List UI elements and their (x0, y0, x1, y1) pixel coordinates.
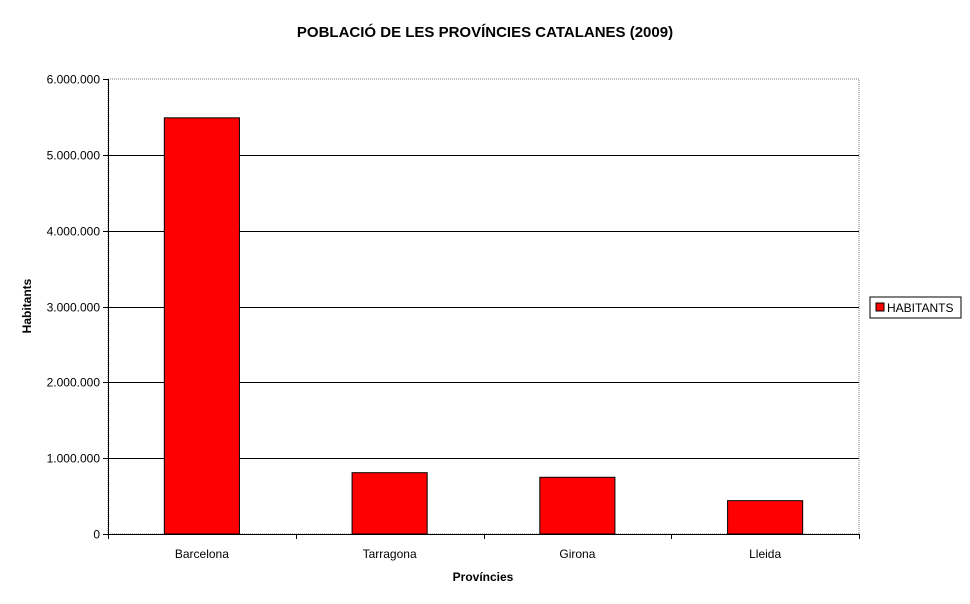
y-tick-label: 3.000.000 (47, 301, 101, 315)
legend: HABITANTS (869, 296, 962, 319)
x-axis: Barcelona Tarragona Girona Lleida (108, 534, 860, 561)
bars (163, 117, 804, 535)
bar-tarragona (351, 472, 428, 535)
chart-title: POBLACIÓ DE LES PROVÍNCIES CATALANES (20… (297, 23, 673, 41)
legend-box (869, 296, 962, 319)
x-axis-title: Províncies (453, 570, 514, 584)
x-tick-label: Barcelona (175, 547, 229, 561)
y-axis: 0 1.000.000 2.000.000 3.000.000 4.000.000 5.0… (47, 73, 109, 542)
x-tick-label: Girona (559, 547, 595, 561)
bar-lleida (727, 500, 804, 535)
y-tick-label: 1.000.000 (47, 452, 101, 466)
x-tick-label: Tarragona (363, 547, 417, 561)
legend-label: HABITANTS (887, 301, 953, 315)
bar-barcelona (163, 117, 240, 535)
x-tick-label: Lleida (749, 547, 781, 561)
y-axis-title: Habitants (20, 278, 34, 333)
legend-swatch (875, 302, 885, 312)
y-tick-label: 4.000.000 (47, 225, 101, 239)
y-tick-label: 2.000.000 (47, 376, 101, 390)
bar-girona (539, 476, 616, 535)
y-tick-label: 6.000.000 (47, 73, 101, 87)
y-tick-label: 0 (93, 528, 100, 542)
y-tick-label: 5.000.000 (47, 149, 101, 163)
